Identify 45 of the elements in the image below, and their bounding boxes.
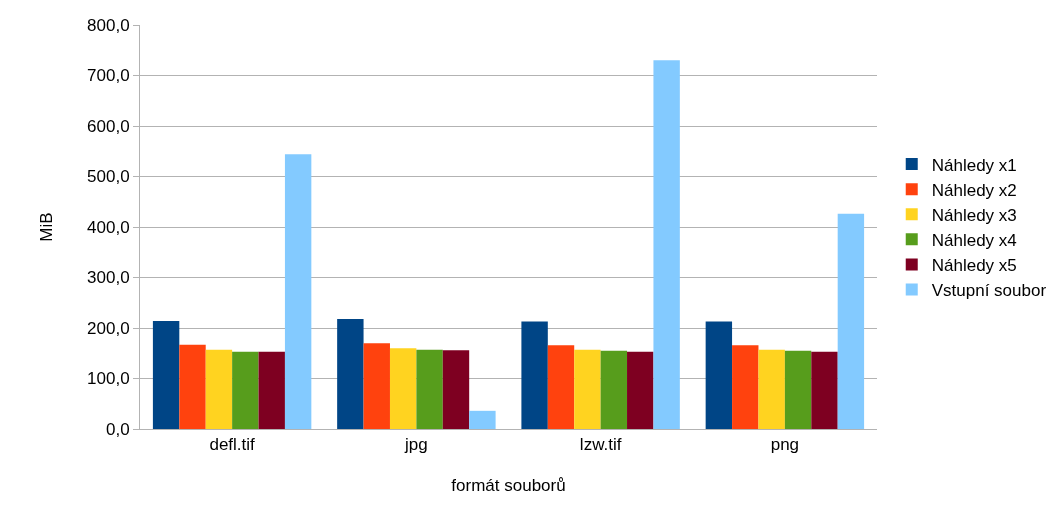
bar — [363, 343, 390, 429]
bar — [205, 349, 233, 429]
x-tick-label: png — [770, 435, 800, 455]
bar — [811, 351, 838, 429]
bar — [232, 351, 259, 429]
legend-label: Náhledy x5 — [931, 256, 1017, 276]
y-tick-label: 0,0 — [105, 419, 130, 439]
bar — [653, 60, 680, 429]
y-tick-label: 300,0 — [87, 268, 130, 288]
y-tick-label: 800,0 — [87, 15, 130, 35]
bar — [521, 321, 548, 429]
bar — [837, 213, 865, 429]
bar — [574, 349, 601, 429]
bar — [389, 348, 417, 429]
bar — [758, 349, 785, 429]
bar — [284, 154, 312, 429]
x-tick-label: jpg — [404, 435, 428, 455]
legend-label: Vstupní soubor — [931, 281, 1047, 301]
legend-label: Náhledy x4 — [931, 230, 1017, 250]
y-tick-label: 400,0 — [87, 217, 130, 237]
bar — [732, 345, 759, 429]
bar — [547, 345, 575, 429]
y-tick-label: 700,0 — [87, 66, 130, 86]
bar — [600, 350, 628, 429]
y-tick-label: 100,0 — [87, 369, 130, 389]
y-tick-label: 500,0 — [87, 167, 130, 187]
x-tick-label: defl.tif — [209, 435, 256, 455]
legend-label: Náhledy x1 — [931, 155, 1017, 175]
y-tick-label: 600,0 — [87, 116, 130, 136]
y-axis-title: MiB — [36, 212, 56, 242]
legend-label: Náhledy x3 — [931, 205, 1017, 225]
bar — [258, 351, 285, 429]
bar — [627, 351, 654, 429]
bar — [784, 350, 812, 429]
bar — [152, 320, 180, 429]
x-tick-label: lzw.tif — [579, 435, 622, 455]
y-tick-label: 200,0 — [87, 318, 130, 338]
x-axis-title: formát souborů — [451, 475, 566, 495]
bar — [337, 318, 364, 429]
bar — [416, 349, 443, 429]
legend-label: Náhledy x2 — [931, 180, 1017, 200]
bar — [442, 350, 470, 429]
bar — [179, 344, 206, 429]
bar — [705, 321, 733, 429]
bar — [469, 410, 496, 429]
